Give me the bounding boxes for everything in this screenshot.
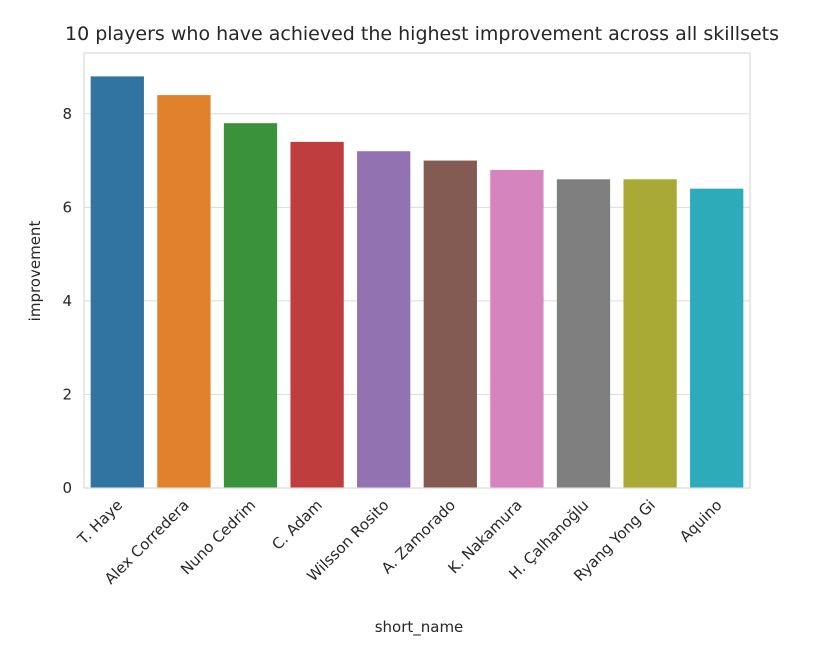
y-tick-label: 6 — [62, 198, 72, 216]
bar — [223, 123, 278, 489]
bar — [490, 169, 544, 488]
bar — [423, 160, 477, 489]
plot-frame — [83, 52, 751, 489]
y-tick-label: 4 — [62, 292, 72, 310]
bar — [90, 76, 144, 489]
x-tick-label: C. Adam — [268, 496, 326, 554]
bars — [90, 76, 744, 489]
y-axis-label: improvement — [26, 221, 44, 322]
y-tick-label: 0 — [62, 479, 72, 497]
x-tick-label: T. Haye — [73, 496, 126, 549]
x-axis-label: short_name — [375, 618, 464, 637]
bar — [623, 179, 677, 488]
x-tick-label: Aquino — [676, 496, 725, 545]
bar — [556, 179, 611, 488]
y-axis-ticks: 0 2 4 6 8 — [62, 105, 72, 497]
y-tick-label: 2 — [62, 385, 72, 403]
y-tick-label: 8 — [62, 105, 72, 123]
bar — [157, 95, 211, 488]
chart-title: 10 players who have achieved the highest… — [65, 23, 779, 45]
axes-frame — [83, 52, 751, 489]
bar — [290, 141, 344, 488]
bar — [690, 188, 744, 489]
bar — [357, 151, 411, 488]
